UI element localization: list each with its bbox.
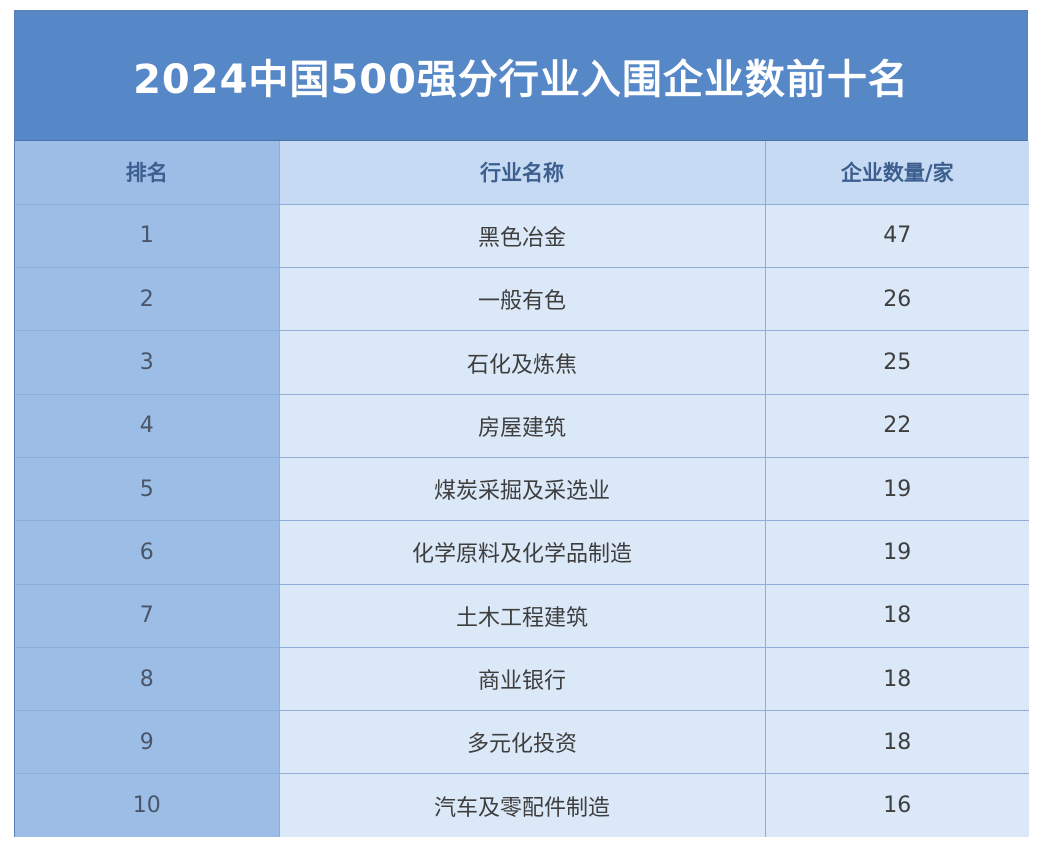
table-row: 1 黑色冶金 47 (15, 204, 1029, 269)
count-cell: 47 (765, 204, 1029, 269)
count-cell: 26 (765, 267, 1029, 332)
rank-cell: 10 (15, 773, 280, 838)
industry-cell: 煤炭采掘及采选业 (279, 457, 766, 522)
industry-cell: 一般有色 (279, 267, 766, 332)
industry-cell: 石化及炼焦 (279, 330, 766, 395)
header-rank: 排名 (15, 141, 280, 205)
rank-cell: 8 (15, 647, 280, 712)
rank-cell: 6 (15, 520, 280, 585)
ranking-table: 2024中国500强分行业入围企业数前十名 排名 行业名称 企业数量/家 1 黑色… (14, 10, 1029, 838)
industry-cell: 汽车及零配件制造 (279, 773, 766, 838)
table-title: 2024中国500强分行业入围企业数前十名 (133, 56, 909, 103)
table-row: 3 石化及炼焦 25 (15, 330, 1029, 395)
rank-cell: 9 (15, 710, 280, 775)
table-row: 5 煤炭采掘及采选业 19 (15, 457, 1029, 522)
count-cell: 18 (765, 710, 1029, 775)
table-body: 1 黑色冶金 47 2 一般有色 26 3 石化及炼焦 25 4 房屋建筑 22 5 煤炭采掘及采选业 19… (15, 204, 1029, 838)
count-cell: 22 (765, 394, 1029, 458)
count-cell: 19 (765, 457, 1029, 522)
rank-cell: 2 (15, 267, 280, 332)
table-row: 4 房屋建筑 22 (15, 394, 1029, 458)
industry-cell: 土木工程建筑 (279, 584, 766, 648)
header-row: 排名 行业名称 企业数量/家 (15, 141, 1029, 205)
rank-cell: 3 (15, 330, 280, 395)
table-row: 6 化学原料及化学品制造 19 (15, 520, 1029, 585)
rank-cell: 7 (15, 584, 280, 648)
table-row: 2 一般有色 26 (15, 267, 1029, 332)
industry-cell: 多元化投资 (279, 710, 766, 775)
data-table: 排名 行业名称 企业数量/家 1 黑色冶金 47 2 一般有色 26 3 石化及炼焦 25 4 房屋… (15, 141, 1029, 838)
rank-cell: 5 (15, 457, 280, 522)
industry-cell: 黑色冶金 (279, 204, 766, 269)
industry-cell: 商业银行 (279, 647, 766, 712)
count-cell: 19 (765, 520, 1029, 585)
table-row: 8 商业银行 18 (15, 647, 1029, 712)
rank-cell: 1 (15, 204, 280, 269)
table-row: 7 土木工程建筑 18 (15, 584, 1029, 648)
industry-cell: 化学原料及化学品制造 (279, 520, 766, 585)
rank-cell: 4 (15, 394, 280, 458)
header-industry: 行业名称 (279, 141, 766, 205)
table-row: 10 汽车及零配件制造 16 (15, 773, 1029, 838)
title-bar: 2024中国500强分行业入围企业数前十名 (15, 11, 1027, 141)
table-row: 9 多元化投资 18 (15, 710, 1029, 775)
header-count: 企业数量/家 (765, 141, 1029, 205)
count-cell: 25 (765, 330, 1029, 395)
count-cell: 16 (765, 773, 1029, 838)
industry-cell: 房屋建筑 (279, 394, 766, 458)
count-cell: 18 (765, 647, 1029, 712)
count-cell: 18 (765, 584, 1029, 648)
